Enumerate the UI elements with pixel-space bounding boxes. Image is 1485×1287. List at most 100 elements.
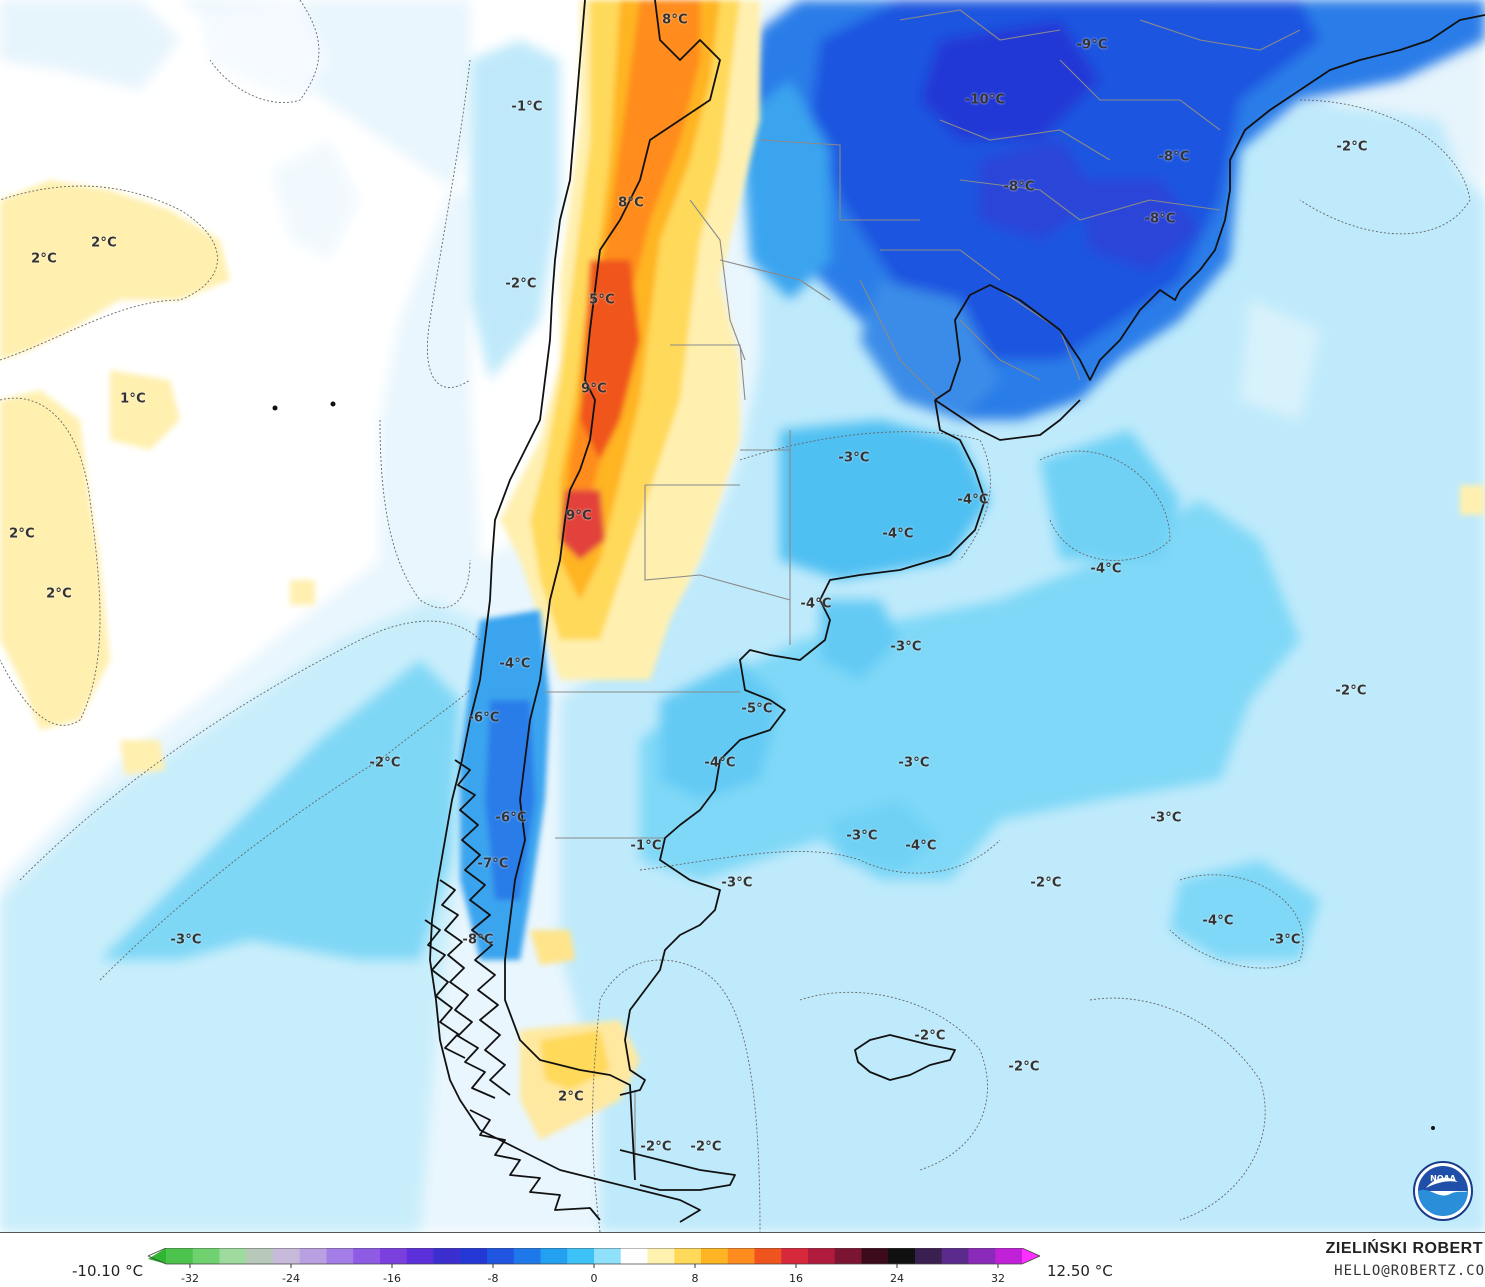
temp-label: -2°C [1030,875,1062,891]
temp-label: -9°C [1076,37,1108,53]
scale-tick-label: 8 [691,1272,699,1285]
scale-swatch [968,1248,996,1264]
temp-label: -2°C [369,755,401,771]
scale-swatch [326,1248,354,1264]
temp-label: -2°C [1336,139,1368,155]
scale-max-label: 12.50 °C [1047,1262,1113,1280]
temp-label: 2°C [31,251,57,267]
temp-label: 5°C [589,292,615,308]
scale-swatch [246,1248,274,1264]
temp-label: 8°C [618,195,644,211]
isolines [0,0,1471,1232]
temp-label: 9°C [566,508,592,524]
temp-label: -4°C [905,838,937,854]
scale-swatch [915,1248,943,1264]
scale-swatch [594,1248,622,1264]
scale-swatch [834,1248,863,1264]
scale-outline [148,1248,1040,1265]
noaa-logo-icon: NOAA [1413,1161,1473,1221]
scale-swatch [380,1248,408,1264]
temp-label: -6°C [495,810,527,826]
temp-label: -3°C [838,450,870,466]
temp-label: -4°C [882,526,914,542]
admin-borders [545,9,1301,1180]
deep-blue-region [740,0,1485,420]
temp-label: -3°C [721,875,753,891]
scale-swatch [701,1248,729,1264]
temp-label: -4°C [499,656,531,672]
scale-tick-label: -8 [487,1272,499,1285]
scale-swatch [754,1248,782,1264]
islands [272,401,1435,1130]
temp-label: -1°C [630,838,662,854]
scale-swatch [995,1248,1023,1264]
temp-label: -2°C [914,1028,946,1044]
andes-warm-ridge [500,0,760,1140]
temp-label: -1°C [511,99,543,115]
map-canvas [0,0,1485,1232]
temp-label: -10°C [964,92,1006,108]
temp-label: -4°C [1202,913,1234,929]
medium-cyan-fields [100,420,1320,960]
temp-label: -2°C [640,1139,672,1155]
temp-label: 2°C [46,586,72,602]
scale-swatch [941,1248,970,1264]
temp-label: -2°C [1008,1059,1040,1075]
scale-tick-label: 24 [890,1272,904,1285]
scale-swatch [192,1248,221,1264]
scale-tick-label: -32 [181,1272,199,1285]
scale-swatch [219,1248,247,1264]
temp-label: -2°C [505,276,537,292]
scale-swatch [727,1248,756,1264]
scale-swatch [781,1248,809,1264]
scale-low-arrow [148,1248,166,1264]
scale-swatch [433,1248,461,1264]
temp-label: -2°C [1335,683,1367,699]
temp-label: -4°C [957,492,989,508]
temp-label: -3°C [1269,932,1301,948]
scale-swatch [861,1248,889,1264]
scale-swatch [406,1248,435,1264]
temp-label: -8°C [1003,179,1035,195]
color-scale-bar [148,1248,1040,1268]
temp-label: 2°C [9,526,35,542]
scale-swatch [808,1248,836,1264]
noaa-logo-text: NOAA [1430,1174,1456,1183]
temp-label: -4°C [1090,561,1122,577]
scale-swatch [540,1248,568,1264]
scale-swatch [647,1248,675,1264]
coastlines-borders [424,0,1485,1223]
temp-label: -3°C [846,828,878,844]
scale-swatch [513,1248,542,1264]
temp-label: -6°C [468,710,500,726]
temp-label: 2°C [91,235,117,251]
temp-label: -5°C [741,701,773,717]
temp-label: 1°C [120,391,146,407]
temp-label: -8°C [1144,211,1176,227]
scale-swatch [567,1248,595,1264]
scale-swatch [273,1248,301,1264]
scale-swatch [888,1248,916,1264]
temperature-map: 8°C -9°C -10°C -1°C -8°C -2°C -8°C 8°C -… [0,0,1485,1233]
scale-swatch [487,1248,515,1264]
scale-swatch [299,1248,328,1264]
temp-label: -7°C [477,856,509,872]
scale-swatch [674,1248,702,1264]
scale-tick-label: 32 [991,1272,1005,1285]
scale-high-arrow [1022,1248,1040,1264]
temp-label: -3°C [1150,810,1182,826]
temp-label: -8°C [462,932,494,948]
author-email: HELLO@ROBERTZ.CO [1334,1263,1485,1279]
temp-label: 9°C [581,381,607,397]
yellow-ocean-patches [0,180,1485,775]
scale-swatch [460,1248,488,1264]
scale-tick-label: 0 [590,1272,598,1285]
scale-tick-label: -16 [383,1272,401,1285]
scale-swatch [353,1248,381,1264]
scale-tick-label: 16 [789,1272,803,1285]
temp-label: 8°C [662,12,688,28]
temp-label: -4°C [800,596,832,612]
temp-label: -3°C [890,639,922,655]
temp-label: 2°C [558,1089,584,1105]
author-credit: ZIELIŃSKI ROBERT [1325,1240,1483,1257]
